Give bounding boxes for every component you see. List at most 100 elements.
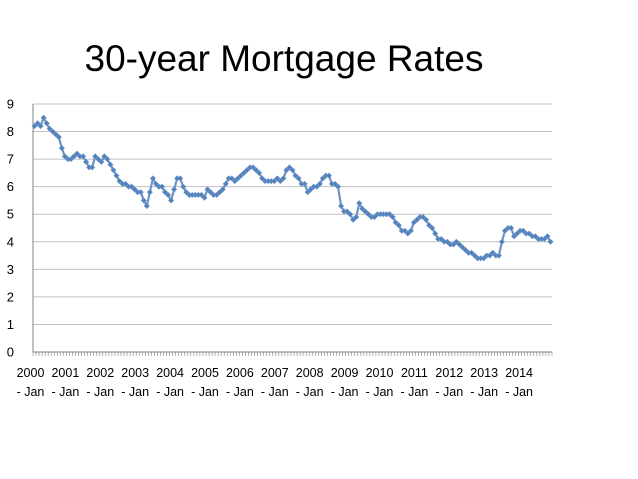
data-point <box>544 233 551 240</box>
data-point <box>426 222 433 229</box>
data-point <box>240 169 247 176</box>
data-point <box>304 189 311 196</box>
x-tick-label-month: - Jan <box>505 385 533 399</box>
data-point <box>286 164 293 171</box>
data-point <box>52 131 59 138</box>
data-point <box>31 123 38 130</box>
y-tick-label: 8 <box>7 124 14 139</box>
x-axis-tick-labels: 2000 - Jan 2001 - Jan 2002 - Jan 2003 - Jan 2004… <box>17 366 533 399</box>
data-point <box>180 183 187 190</box>
data-point <box>228 175 235 182</box>
data-point <box>104 156 111 163</box>
data-point <box>316 180 323 187</box>
y-tick-label: 1 <box>7 317 14 332</box>
data-point <box>237 172 244 179</box>
data-point <box>514 230 521 237</box>
data-point <box>501 227 508 234</box>
data-point <box>292 172 299 179</box>
data-point <box>419 213 427 221</box>
series-mortgage-rate <box>31 114 554 262</box>
data-point <box>498 238 505 245</box>
data-point <box>295 175 302 182</box>
data-point <box>456 241 463 248</box>
data-point <box>347 211 354 218</box>
data-point <box>331 180 339 187</box>
data-point <box>386 211 393 218</box>
x-tick-label-year: 2008 <box>296 366 324 380</box>
x-tick-label-year: 2013 <box>470 366 498 380</box>
x-tick-label-year: 2012 <box>435 366 463 380</box>
y-tick-label: 3 <box>7 262 14 277</box>
data-point <box>149 175 156 182</box>
data-point <box>34 120 41 127</box>
x-tick-label-year: 2005 <box>191 366 219 380</box>
data-point <box>395 222 402 229</box>
data-point <box>80 153 87 160</box>
data-point <box>234 175 241 182</box>
data-point <box>277 178 284 185</box>
data-point <box>453 238 460 245</box>
data-point <box>122 180 129 187</box>
data-point <box>37 123 44 130</box>
data-point <box>98 158 105 165</box>
data-point <box>110 167 117 174</box>
data-point <box>480 255 487 262</box>
y-axis-tick-labels: 0 1 2 3 4 5 6 7 8 9 <box>7 97 14 360</box>
data-point <box>116 178 123 185</box>
chart-title: 30-year Mortgage Rates <box>84 38 484 79</box>
data-point <box>371 213 378 221</box>
data-point <box>508 224 515 232</box>
x-tick-label-month: - Jan <box>331 385 359 399</box>
x-tick-label-month: - Jan <box>156 385 184 399</box>
data-point <box>243 167 250 174</box>
x-tick-label-month: - Jan <box>470 385 498 399</box>
data-point <box>61 153 68 160</box>
data-point <box>201 194 208 201</box>
data-point <box>289 167 296 174</box>
data-point <box>280 175 287 182</box>
y-tick-label: 7 <box>7 152 14 167</box>
x-tick-label-year: 2014 <box>505 366 533 380</box>
data-point <box>429 224 436 232</box>
data-point <box>67 156 74 163</box>
x-tick-label-month: - Jan <box>296 385 324 399</box>
data-point <box>92 153 99 160</box>
data-point <box>83 158 90 165</box>
data-point <box>143 202 150 209</box>
y-tick-label: 0 <box>7 345 14 360</box>
x-tick-label-year: 2009 <box>331 366 359 380</box>
data-point <box>413 216 420 223</box>
data-point <box>152 180 159 187</box>
data-point <box>137 189 144 196</box>
data-point <box>128 183 135 190</box>
axes <box>32 104 553 356</box>
data-point <box>325 172 332 179</box>
data-point <box>256 169 263 176</box>
data-point <box>158 183 166 190</box>
data-point <box>359 205 366 212</box>
data-point <box>222 180 229 187</box>
data-point <box>274 175 281 182</box>
data-point <box>301 180 308 187</box>
data-point <box>204 186 211 193</box>
series-line <box>33 116 552 260</box>
data-point <box>404 230 411 237</box>
data-point <box>350 216 357 223</box>
data-point <box>250 164 257 171</box>
data-point <box>231 178 238 185</box>
x-tick-label-month: - Jan <box>52 385 80 399</box>
data-point <box>183 189 190 196</box>
data-point <box>313 183 320 190</box>
data-point <box>362 208 369 215</box>
x-tick-label-year: 2002 <box>86 366 114 380</box>
data-point <box>450 241 457 248</box>
data-point <box>319 175 326 182</box>
data-point <box>423 216 430 223</box>
data-point <box>407 227 414 234</box>
data-point <box>495 252 502 259</box>
x-tick-label-year: 2011 <box>401 366 428 380</box>
x-tick-label-month: - Jan <box>191 385 219 399</box>
data-point <box>49 128 56 135</box>
data-point <box>101 153 108 160</box>
